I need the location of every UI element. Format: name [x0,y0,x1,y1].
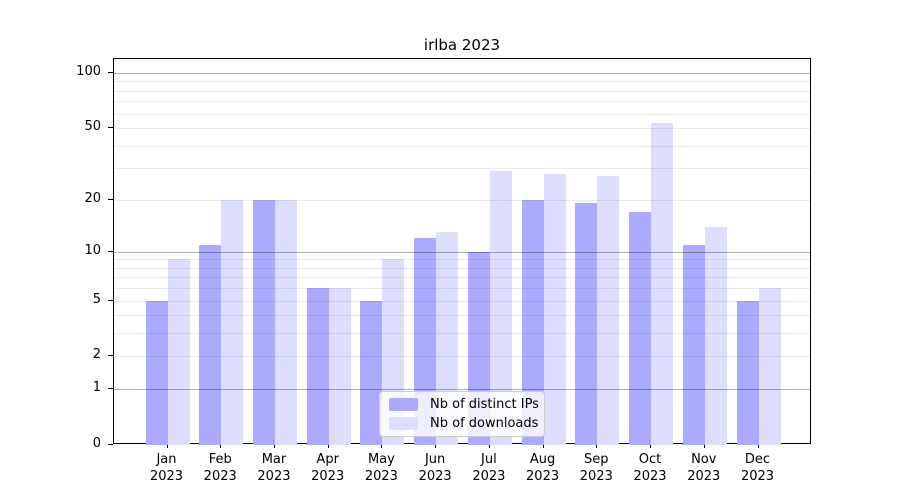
bar-distinct-ips-mar [252,199,275,445]
x-tick [650,444,652,448]
legend-swatch-downloads-icon [389,417,418,430]
bar-downloads-jul [489,170,512,445]
x-tick [488,444,490,448]
x-tick [220,444,222,448]
bar-distinct-ips-jan [145,300,168,445]
bar-distinct-ips-oct [629,211,652,445]
plot-area: Nb of distinct IPs Nb of downloads [113,58,811,445]
bar-downloads-nov [704,226,727,445]
x-tick [166,444,168,448]
bar-distinct-ips-apr [306,288,329,445]
x-tick [381,444,383,448]
y-tick [108,250,113,252]
x-tick-label: May 2023 [364,452,398,484]
y-tick [108,299,113,301]
x-tick-label: Jun 2023 [418,452,452,484]
bar-downloads-oct [651,123,674,445]
x-tick-label: Aug 2023 [526,452,560,484]
x-tick-label: Feb 2023 [203,452,237,484]
bar-distinct-ips-may [360,300,383,445]
x-tick-label: Sep 2023 [579,452,613,484]
bar-downloads-apr [328,288,351,445]
bar-downloads-aug [543,173,566,445]
y-tick-label: 5 [92,291,101,307]
legend-label-downloads: Nb of downloads [430,416,539,431]
y-tick [108,355,113,357]
bar-downloads-dec [758,288,781,445]
y-tick [108,444,113,445]
legend-label-distinct-ips: Nb of distinct IPs [430,397,539,412]
y-tick-label: 0 [92,436,101,451]
y-tick [108,71,113,73]
y-tick-label: 2 [92,347,101,363]
y-tick-label: 100 [76,63,101,79]
x-tick-label: Apr 2023 [311,452,345,484]
legend-swatch-distinct-ips-icon [389,398,418,411]
y-tick-label: 1 [92,380,101,396]
bar-distinct-ips-nov [682,244,705,445]
x-tick [435,444,437,448]
x-tick-label: Nov 2023 [687,452,721,484]
bars-layer [114,59,810,445]
x-tick-label: Mar 2023 [257,452,291,484]
bar-distinct-ips-feb [199,244,222,445]
y-tick-label: 10 [84,242,101,258]
bar-downloads-mar [274,199,297,445]
legend: Nb of distinct IPs Nb of downloads [379,391,545,437]
legend-entry-downloads: Nb of downloads [389,416,539,431]
legend-entry-distinct-ips: Nb of distinct IPs [389,397,539,412]
x-tick-label: Dec 2023 [740,452,775,484]
bar-downloads-sep [597,176,620,445]
y-tick [108,126,113,128]
x-tick [703,444,705,448]
bar-downloads-jan [167,259,190,445]
bar-distinct-ips-aug [521,199,544,445]
bar-distinct-ips-sep [575,203,598,445]
x-tick-label: Oct 2023 [633,452,667,484]
x-tick [596,444,598,448]
x-tick [757,444,759,448]
bar-downloads-feb [221,199,244,445]
x-tick [542,444,544,448]
y-tick [108,198,113,200]
x-tick-label: Jul 2023 [472,452,506,484]
x-tick [327,444,329,448]
y-tick-label: 50 [84,118,101,134]
y-tick-label: 20 [84,190,101,206]
x-tick [273,444,275,448]
y-tick [108,388,113,390]
chart-title: irlba 2023 [423,36,501,54]
x-tick-label: Jan 2023 [149,452,184,484]
bar-distinct-ips-dec [736,300,759,445]
